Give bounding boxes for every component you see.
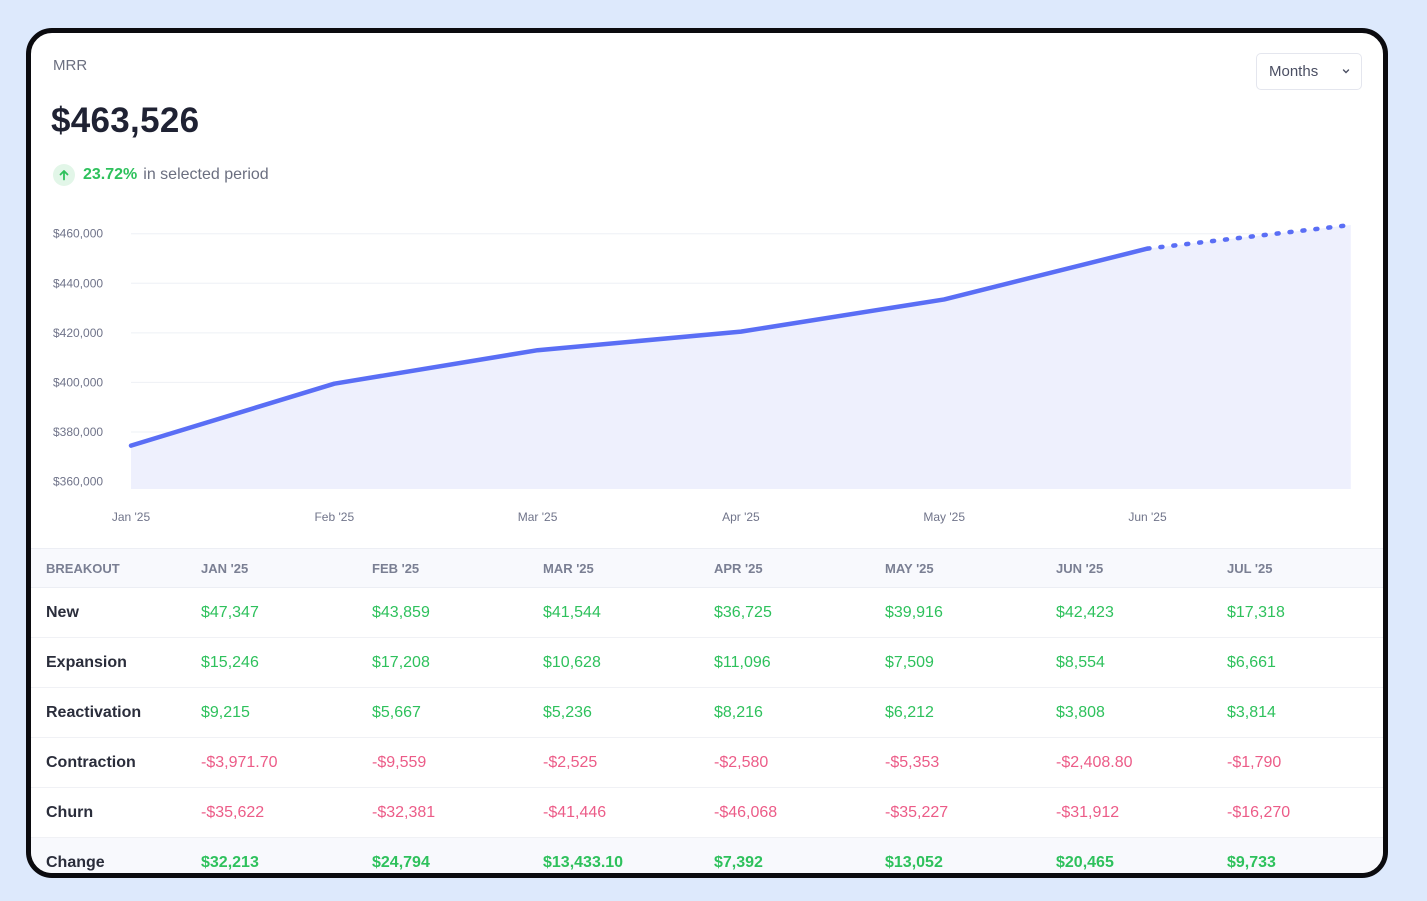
table-cell: $47,347: [201, 587, 372, 638]
mrr-chart: $360,000 $380,000 $400,000 $420,000 $440,000…: [53, 222, 1354, 524]
table-cell: $11,096: [714, 637, 885, 688]
table-row: Churn -$35,622 -$32,381 -$41,446 -$46,068 -$3…: [31, 787, 1383, 838]
table-cell: $8,216: [714, 687, 885, 738]
table-row: Change $32,213 $24,794 $13,433.10 $7,392 $13,…: [31, 837, 1383, 873]
table-cell: -$31,912: [1056, 787, 1227, 838]
table-cell: $8,554: [1056, 637, 1227, 688]
table-cell: -$3,971.70: [201, 737, 372, 788]
table-cell: $41,544: [543, 587, 714, 638]
x-tick-label: Mar '25: [518, 510, 558, 524]
table-cell: $5,667: [372, 687, 543, 738]
x-tick-label: Jan '25: [112, 510, 151, 524]
table-cell: $15,246: [201, 637, 372, 688]
x-tick-label: Feb '25: [314, 510, 354, 524]
table-cell: $9,733: [1227, 837, 1383, 873]
breakout-table: BREAKOUT JAN '25 FEB '25 MAR '25 APR '25 MAY …: [31, 548, 1383, 873]
table-cell: $36,725: [714, 587, 885, 638]
y-tick-label: $360,000: [53, 475, 103, 489]
mrr-line: [128, 246, 1150, 448]
table-cell: $32,213: [201, 837, 372, 873]
table-cell: $13,433.10: [543, 837, 714, 873]
row-label: Change: [31, 837, 201, 873]
metric-label: MRR: [53, 57, 88, 74]
table-row: Reactivation $9,215 $5,667 $5,236 $8,216 $6,2…: [31, 687, 1383, 738]
table-cell: -$2,525: [543, 737, 714, 788]
table-cell: $6,661: [1227, 637, 1383, 688]
delta-percent: 23.72%: [83, 166, 138, 183]
row-label: Churn: [31, 787, 201, 838]
table-row: New $47,347 $43,859 $41,544 $36,725 $39,916 $4…: [31, 587, 1383, 638]
row-label: Expansion: [31, 637, 201, 688]
y-tick-label: $460,000: [53, 227, 103, 241]
table-cell: -$46,068: [714, 787, 885, 838]
column-header: FEB '25: [372, 548, 543, 588]
table-cell: $43,859: [372, 587, 543, 638]
table-cell: -$5,353: [885, 737, 1056, 788]
table-cell: -$16,270: [1227, 787, 1383, 838]
y-tick-label: $440,000: [53, 276, 103, 290]
table-cell: -$41,446: [543, 787, 714, 838]
table-cell: $9,215: [201, 687, 372, 738]
arrow-up-icon: [53, 164, 75, 186]
table-cell: $6,212: [885, 687, 1056, 738]
table-cell: $7,509: [885, 637, 1056, 688]
column-header: MAY '25: [885, 548, 1056, 588]
table-cell: $24,794: [372, 837, 543, 873]
table-cell: -$2,580: [714, 737, 885, 788]
y-tick-label: $420,000: [53, 326, 103, 340]
table-cell: $7,392: [714, 837, 885, 873]
table-cell: -$35,227: [885, 787, 1056, 838]
row-label: Contraction: [31, 737, 201, 788]
table-cell: $17,208: [372, 637, 543, 688]
x-tick-label: May '25: [923, 510, 965, 524]
table-cell: -$32,381: [372, 787, 543, 838]
column-header: JUL '25: [1227, 548, 1383, 588]
column-header: APR '25: [714, 548, 885, 588]
table-row: Expansion $15,246 $17,208 $10,628 $11,096 $7,…: [31, 637, 1383, 688]
table-cell: -$1,790: [1227, 737, 1383, 788]
period-select-value: Months: [1269, 63, 1319, 80]
mrr-area: [131, 225, 1351, 489]
table-cell: $5,236: [543, 687, 714, 738]
table-cell: -$2,408.80: [1056, 737, 1227, 788]
table-row: Contraction -$3,971.70 -$9,559 -$2,525 -$2,5…: [31, 737, 1383, 788]
chevron-down-icon: [1342, 69, 1350, 74]
mrr-projection-line: [1145, 222, 1354, 251]
delta-text: in selected period: [143, 166, 269, 183]
column-header: JAN '25: [201, 548, 372, 588]
delta-summary: 23.72% in selected period: [53, 164, 269, 186]
table-cell: $20,465: [1056, 837, 1227, 873]
y-tick-label: $380,000: [53, 425, 103, 439]
table-cell: $13,052: [885, 837, 1056, 873]
row-label: Reactivation: [31, 687, 201, 738]
metric-value: $463,526: [51, 101, 200, 140]
table-cell: $42,423: [1056, 587, 1227, 638]
table-cell: -$35,622: [201, 787, 372, 838]
row-label: New: [31, 587, 201, 638]
y-tick-label: $400,000: [53, 375, 103, 389]
table-header-row: BREAKOUT JAN '25 FEB '25 MAR '25 APR '25 MAY …: [31, 548, 1383, 588]
table-cell: $3,808: [1056, 687, 1227, 738]
table-cell: $3,814: [1227, 687, 1383, 738]
x-tick-label: Jun '25: [1128, 510, 1167, 524]
table-cell: $39,916: [885, 587, 1056, 638]
column-header: MAR '25: [543, 548, 714, 588]
x-tick-label: Apr '25: [722, 510, 760, 524]
table-cell: -$9,559: [372, 737, 543, 788]
table-cell: $17,318: [1227, 587, 1383, 638]
table-cell: $10,628: [543, 637, 714, 688]
mrr-card: MRR $463,526 23.72% in selected period M…: [26, 28, 1388, 878]
period-select[interactable]: Months: [1256, 53, 1362, 90]
column-header-breakout: BREAKOUT: [31, 548, 201, 588]
column-header: JUN '25: [1056, 548, 1227, 588]
